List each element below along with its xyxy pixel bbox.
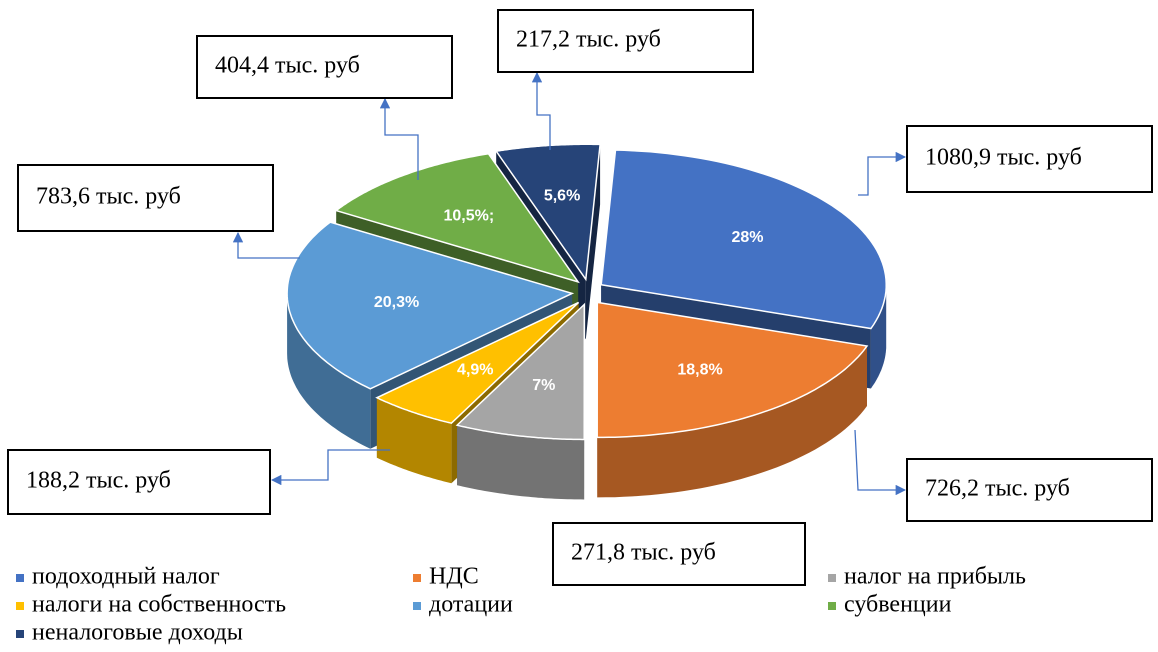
legend-label: НДС — [429, 564, 479, 590]
legend-label: налог на прибыль — [844, 564, 1026, 590]
annotation-box — [7, 449, 271, 515]
connector — [531, 71, 551, 150]
data-label: 10,5%; — [443, 207, 494, 224]
legend-label: дотации — [429, 592, 513, 618]
slice-top — [600, 149, 887, 330]
slice-side — [457, 425, 585, 500]
slice-side — [870, 284, 887, 389]
connector — [854, 429, 907, 496]
legend-marker — [413, 574, 421, 582]
legend-marker — [828, 574, 836, 582]
connector — [270, 449, 390, 486]
annotation: 1080,9 тыс. руб — [925, 145, 1082, 171]
annotation-box — [552, 522, 806, 586]
data-label: 5,6% — [544, 188, 580, 205]
annotation: 783,6 тыс. руб — [36, 184, 181, 210]
annotation: 404,4 тыс. руб — [215, 53, 360, 79]
slice-top — [286, 221, 575, 390]
data-label: 4,9% — [457, 361, 493, 378]
data-label: 20,3% — [374, 294, 419, 311]
legend-label: неналоговые доходы — [32, 620, 243, 646]
annotation: 271,8 тыс. руб — [571, 540, 716, 566]
data-label: 28% — [731, 229, 763, 246]
annotation-box — [906, 125, 1153, 193]
slice-side — [287, 293, 371, 449]
legend-marker — [413, 602, 421, 610]
annotation: 188,2 тыс. руб — [26, 468, 171, 494]
slice-top — [455, 302, 586, 441]
annotation-box — [906, 458, 1153, 522]
legend-label: налоги на собственность — [32, 592, 286, 618]
connector — [858, 151, 907, 196]
slice — [455, 302, 586, 500]
annotation: 726,2 тыс. руб — [925, 476, 1070, 502]
slice-top — [494, 143, 601, 282]
slice-wall — [585, 144, 601, 340]
slice-top — [375, 301, 580, 425]
annotation-box — [17, 164, 274, 232]
legend-marker — [16, 602, 24, 610]
legend-marker — [828, 602, 836, 610]
legend-marker — [16, 574, 24, 582]
annotation-box — [497, 9, 754, 73]
slice-top — [334, 152, 580, 284]
data-label: 7% — [532, 377, 555, 394]
data-label: 18,8% — [677, 362, 722, 379]
slice-top — [596, 301, 869, 439]
legend-marker — [16, 630, 24, 638]
annotation: 217,2 тыс. руб — [516, 27, 661, 53]
legend-label: подоходный налог — [32, 564, 220, 590]
annotation-box — [196, 35, 453, 99]
slice — [596, 301, 869, 498]
connector — [232, 231, 300, 259]
connector — [379, 97, 419, 180]
legend-label: субвенции — [844, 592, 952, 618]
